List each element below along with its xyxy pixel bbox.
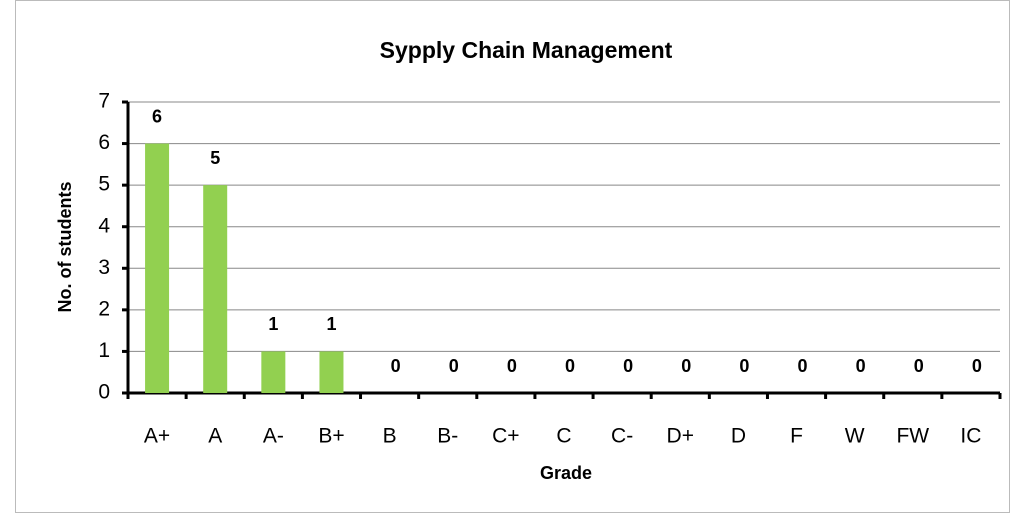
x-axis-title: Grade <box>540 463 592 483</box>
data-label: 0 <box>798 356 808 376</box>
chart-title: Sypply Chain Management <box>380 37 673 63</box>
y-tick-label: 4 <box>98 214 110 237</box>
x-tick-label: C- <box>611 425 633 448</box>
x-tick-label: B- <box>437 425 458 448</box>
data-label: 0 <box>739 356 749 376</box>
data-label: 1 <box>268 314 278 334</box>
x-tick-label: B+ <box>318 425 344 448</box>
data-label: 6 <box>152 106 162 126</box>
x-tick-label: D <box>731 425 746 448</box>
data-label: 0 <box>856 356 866 376</box>
bar <box>261 351 286 393</box>
data-label: 0 <box>507 356 517 376</box>
data-label: 0 <box>391 356 401 376</box>
x-tick-label: FW <box>896 425 929 448</box>
x-tick-label: A <box>208 425 222 448</box>
y-tick-label: 7 <box>98 90 110 113</box>
y-tick-label: 0 <box>98 381 110 404</box>
x-tick-label: F <box>790 425 803 448</box>
x-tick-label: D+ <box>667 425 694 448</box>
x-tick-label: B <box>383 425 397 448</box>
x-tick-label: A- <box>263 425 284 448</box>
y-tick-label: 3 <box>98 256 110 279</box>
x-tick-label: C <box>556 425 571 448</box>
bar <box>145 143 170 393</box>
y-axis-title: No. of students <box>55 182 75 313</box>
bar <box>203 185 228 393</box>
y-tick-label: 6 <box>98 131 110 154</box>
data-label: 5 <box>210 148 220 168</box>
data-label: 0 <box>565 356 575 376</box>
data-label: 1 <box>326 314 336 334</box>
y-tick-label: 5 <box>98 173 110 196</box>
data-label: 0 <box>914 356 924 376</box>
chart-border <box>15 0 1010 513</box>
data-label: 0 <box>681 356 691 376</box>
x-tick-label: W <box>845 425 865 448</box>
x-tick-label: A+ <box>144 425 170 448</box>
x-tick-label: C+ <box>492 425 519 448</box>
data-label: 0 <box>449 356 459 376</box>
y-tick-label: 1 <box>98 339 110 362</box>
bar <box>319 351 344 393</box>
y-tick-label: 2 <box>98 297 110 320</box>
x-tick-label: IC <box>960 425 981 448</box>
data-label: 0 <box>972 356 982 376</box>
data-label: 0 <box>623 356 633 376</box>
